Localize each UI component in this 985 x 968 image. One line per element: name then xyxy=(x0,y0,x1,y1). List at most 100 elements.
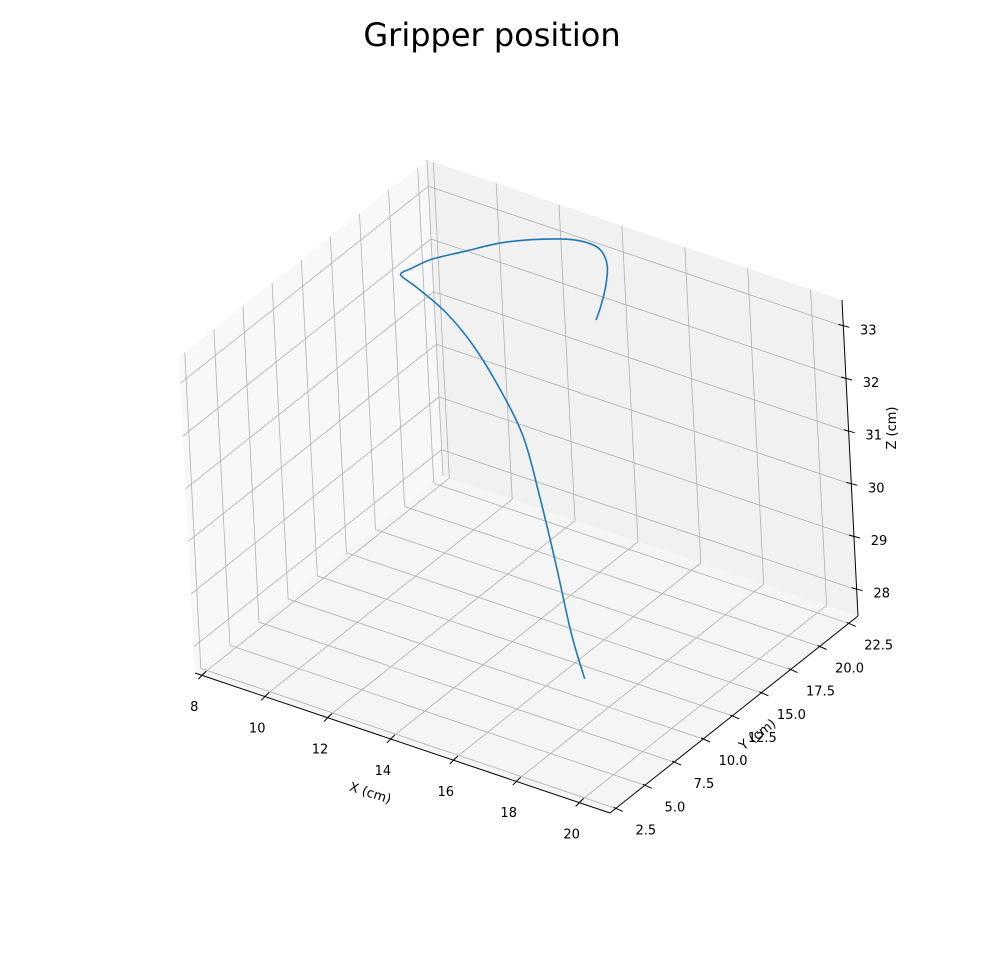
x-gridline-back xyxy=(810,289,827,606)
x-gridline-floor xyxy=(452,562,702,761)
x-gridline-floor xyxy=(326,520,576,718)
left-pane xyxy=(179,160,443,673)
z-tick-mark xyxy=(846,481,858,486)
x-tick-mark xyxy=(575,798,584,807)
x-gridline-back xyxy=(558,204,576,521)
z-gridline-left xyxy=(182,238,432,437)
y-gridline-floor xyxy=(404,506,820,647)
x-tick-label: 18 xyxy=(500,806,517,821)
x-tick-label: 16 xyxy=(438,785,455,800)
z-tick-label: 30 xyxy=(868,481,885,496)
y-gridline-floor xyxy=(317,575,733,717)
z-tick-mark xyxy=(840,376,853,381)
z-gridline-left xyxy=(180,185,429,384)
y-gridline-left xyxy=(388,190,405,507)
y-tick-mark xyxy=(817,645,827,650)
y-gridline-floor xyxy=(287,598,704,740)
data-series xyxy=(399,238,609,680)
grid-lines xyxy=(180,159,857,809)
x-tick-label: 20 xyxy=(563,827,580,842)
y-gridline-left xyxy=(271,282,289,600)
x-tick-mark xyxy=(512,776,522,786)
z-tick-mark xyxy=(838,323,850,328)
z-gridline-back xyxy=(433,291,849,433)
y-tick-mark xyxy=(730,714,740,720)
y-tick-label: 17.5 xyxy=(806,685,835,700)
x-tick-mark xyxy=(449,755,459,765)
z-tick-label: 31 xyxy=(865,429,882,444)
x-tick-mark xyxy=(260,691,270,701)
x-gridline-floor xyxy=(201,477,450,676)
x-tick-label: 10 xyxy=(249,721,266,736)
z-gridline-back xyxy=(436,343,852,485)
y-tick-mark xyxy=(642,783,653,789)
x-gridline-back xyxy=(684,246,702,564)
y-tick-mark xyxy=(671,760,682,766)
x-tick-label: 14 xyxy=(375,764,392,779)
x-gridline-back xyxy=(495,183,513,500)
z-gridline-back xyxy=(430,238,847,380)
y-gridline-floor xyxy=(433,483,849,624)
z-tick-label: 33 xyxy=(860,323,877,338)
z-gridline-left xyxy=(190,396,440,595)
z-tick-mark xyxy=(848,534,861,539)
y-gridline-left xyxy=(330,236,347,553)
y-tick-label: 22.5 xyxy=(864,638,893,653)
z-axis-label: Z (cm) xyxy=(885,407,900,450)
y-tick-mark xyxy=(613,806,624,812)
x-tick-label: 12 xyxy=(312,743,329,758)
y-tick-label: 12.5 xyxy=(748,731,777,746)
y-gridline-left xyxy=(184,352,202,669)
z-tick-label: 28 xyxy=(873,587,890,602)
y-gridline-left xyxy=(417,167,435,484)
y-gridline-left xyxy=(213,329,231,646)
y-gridline-left xyxy=(242,306,260,623)
z-gridline-back xyxy=(441,449,857,591)
y-gridline-floor xyxy=(258,621,675,763)
y-gridline-floor xyxy=(229,644,646,786)
axis-lines xyxy=(194,299,859,814)
y-tick-mark xyxy=(700,737,711,743)
pane-edge xyxy=(426,159,444,477)
y-gridline-floor xyxy=(346,552,762,694)
y-tick-label: 2.5 xyxy=(635,823,656,838)
x-gridline-floor xyxy=(263,498,513,697)
y-axis-line xyxy=(609,615,859,814)
x-gridline-back xyxy=(432,162,450,479)
y-gridline-floor xyxy=(200,668,616,809)
z-gridline-back xyxy=(428,185,844,327)
y-tick-mark xyxy=(846,621,856,627)
tick-labels: 8 10 12 14 16 18 20 2.5 5.0 7.5 10.012.515.017.520… xyxy=(190,323,893,842)
x-gridline-floor xyxy=(389,541,639,740)
x-axis-line xyxy=(194,672,611,814)
z-tick-label: 32 xyxy=(863,376,880,391)
y-tick-label: 5.0 xyxy=(665,800,686,815)
y-gridline-floor xyxy=(375,529,791,670)
z-gridline-back xyxy=(438,396,855,538)
y-tick-mark xyxy=(759,691,769,697)
z-gridline-left xyxy=(188,343,437,542)
z-tick-mark xyxy=(843,429,855,434)
y-gridline-left xyxy=(300,259,318,576)
z-gridline-left xyxy=(185,291,434,490)
x-gridline-floor xyxy=(578,605,827,803)
z-tick-mark xyxy=(851,587,863,592)
x-gridline-back xyxy=(747,268,765,585)
x-tick-mark xyxy=(386,734,396,744)
series-line-0 xyxy=(399,238,609,680)
x-axis-label: X (cm) xyxy=(347,780,393,808)
x-gridline-back xyxy=(621,225,639,542)
z-tick-label: 29 xyxy=(871,534,888,549)
chart-title: Gripper position xyxy=(363,16,620,54)
y-tick-label: 7.5 xyxy=(694,777,715,792)
y-tick-mark xyxy=(788,668,798,674)
x-tick-mark xyxy=(197,670,207,680)
x-tick-mark xyxy=(323,713,333,722)
z-gridline-left xyxy=(193,449,442,648)
y-gridline-left xyxy=(359,213,376,530)
z-axis-line xyxy=(841,299,859,617)
axes-panes xyxy=(179,160,858,813)
y-tick-label: 10.0 xyxy=(719,754,748,769)
y-tick-label: 15.0 xyxy=(777,708,806,723)
